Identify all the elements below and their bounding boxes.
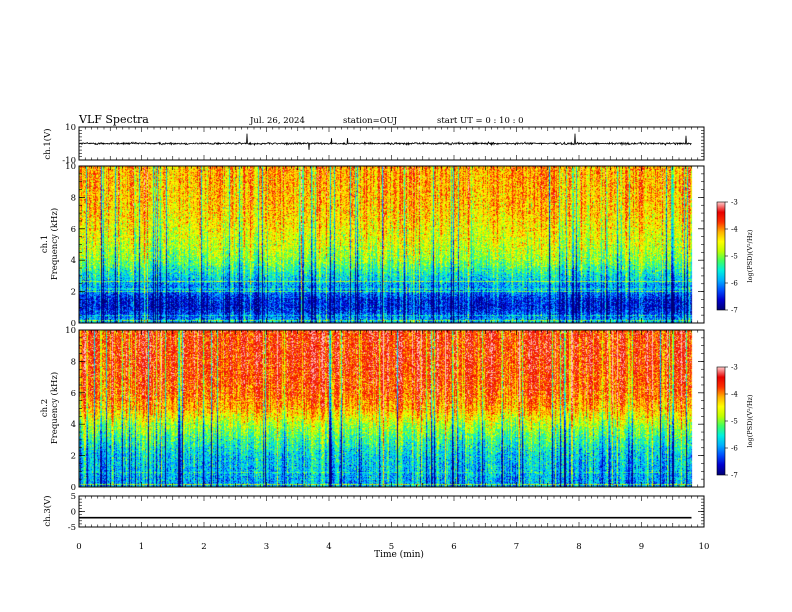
- ch1-colorbar: [717, 202, 725, 310]
- x-tick-label: 4: [326, 542, 331, 552]
- x-tick-label: 0: [76, 542, 81, 552]
- x-tick-label: 1: [139, 542, 144, 552]
- y-tick-label: 10: [65, 162, 76, 172]
- y-tick-label: 2: [71, 452, 76, 462]
- y-tick-label: 5: [71, 492, 76, 502]
- ch3-waveform-ticks: [78, 495, 705, 528]
- y-tick-label: 8: [71, 193, 76, 203]
- y-tick-label: 4: [71, 256, 76, 266]
- x-axis-label: Time (min): [374, 549, 424, 560]
- x-tick-label: 9: [639, 542, 644, 552]
- x-tick-label: 5: [389, 542, 394, 552]
- colorbar-tick-label: -6: [731, 445, 738, 453]
- colorbar-tick-label: -6: [731, 280, 738, 288]
- y-tick-label: -5: [68, 523, 76, 533]
- date-label: Jul. 26, 2024: [249, 116, 305, 126]
- y-tick-label: 6: [71, 225, 76, 235]
- ch1-spectrogram-image: [79, 166, 704, 323]
- ch3-waveform-panel: 5 0 -5 ch.3(V): [42, 492, 705, 533]
- ch1-waveform-line: [78, 133, 692, 150]
- x-tick-label: 2: [201, 542, 206, 552]
- colorbar-tick-label: -3: [731, 364, 738, 372]
- x-tick-label: 3: [264, 542, 269, 552]
- y-tick-label: 10: [65, 326, 76, 336]
- ch2-spectrogram-ticks: [78, 329, 705, 488]
- y-tick-label: 10: [65, 123, 76, 133]
- y-tick-label: 0: [71, 483, 76, 493]
- figure-title: VLF Spectra: [78, 113, 149, 126]
- ch2-spectrogram-ylabel: Frequency (kHz): [49, 372, 60, 444]
- ch1-spectrogram-ylabel: Frequency (kHz): [49, 208, 60, 280]
- ch1-waveform-trace: [78, 133, 692, 150]
- x-tick-label: 6: [451, 542, 456, 552]
- colorbar-tick-label: -5: [731, 253, 738, 261]
- ch2-spectrogram-channel-label: ch.2: [40, 399, 50, 417]
- y-tick-label: -10: [62, 156, 76, 166]
- ch1-spectrogram-ytick-labels: 0 2 4 6 8 10: [65, 162, 76, 329]
- ch3-waveform-ytick-labels: 5 0 -5: [68, 492, 76, 533]
- y-tick-label: 0: [71, 319, 76, 329]
- colorbar-tick-label: -4: [731, 391, 738, 399]
- y-tick-label: 8: [71, 357, 76, 367]
- ch3-waveform-ylabel: ch.3(V): [42, 495, 53, 526]
- y-tick-label: 6: [71, 389, 76, 399]
- x-axis-tick-labels: 0 1 2 3 4 5 6 7 8 9 10: [76, 542, 709, 552]
- ch2-spectrogram-image: [79, 330, 704, 487]
- ch1-spectrogram-channel-label: ch.1: [40, 235, 50, 253]
- ch2-colorbar-ticks: -3 -4 -5 -6 -7: [725, 364, 738, 480]
- ch2-colorbar-label: log(PSD)(V²/Hz): [746, 394, 754, 447]
- ch1-waveform-ticks: [78, 126, 705, 161]
- colorbar-tick-label: -4: [731, 226, 738, 234]
- x-tick-label: 7: [514, 542, 519, 552]
- ch1-colorbar-ticks: -3 -4 -5 -6 -7: [725, 199, 738, 315]
- ch1-colorbar-label: log(PSD)(V²/Hz): [746, 229, 754, 282]
- start-time-label: start UT = 0 : 10 : 0: [437, 116, 524, 126]
- colorbar-tick-label: -3: [731, 199, 738, 207]
- ch1-waveform-panel: 10 -10 ch.1(V): [42, 123, 705, 166]
- ch1-spectrogram-ticks: [78, 165, 705, 324]
- ch2-colorbar: [717, 367, 725, 475]
- colorbar-tick-label: -7: [731, 472, 738, 480]
- x-tick-label: 10: [699, 542, 710, 552]
- y-tick-label: 2: [71, 288, 76, 298]
- y-tick-label: 4: [71, 420, 76, 430]
- ch1-waveform-ylabel: ch.1(V): [42, 128, 53, 159]
- station-label: station=OUJ: [343, 116, 398, 126]
- ch2-spectrogram-ytick-labels: 0 2 4 6 8 10: [65, 326, 76, 493]
- ch1-waveform-ytick-labels: 10 -10: [62, 123, 76, 166]
- colorbar-tick-label: -5: [731, 418, 738, 426]
- x-tick-label: 8: [576, 542, 581, 552]
- colorbar-tick-label: -7: [731, 307, 738, 315]
- y-tick-label: 0: [71, 508, 76, 518]
